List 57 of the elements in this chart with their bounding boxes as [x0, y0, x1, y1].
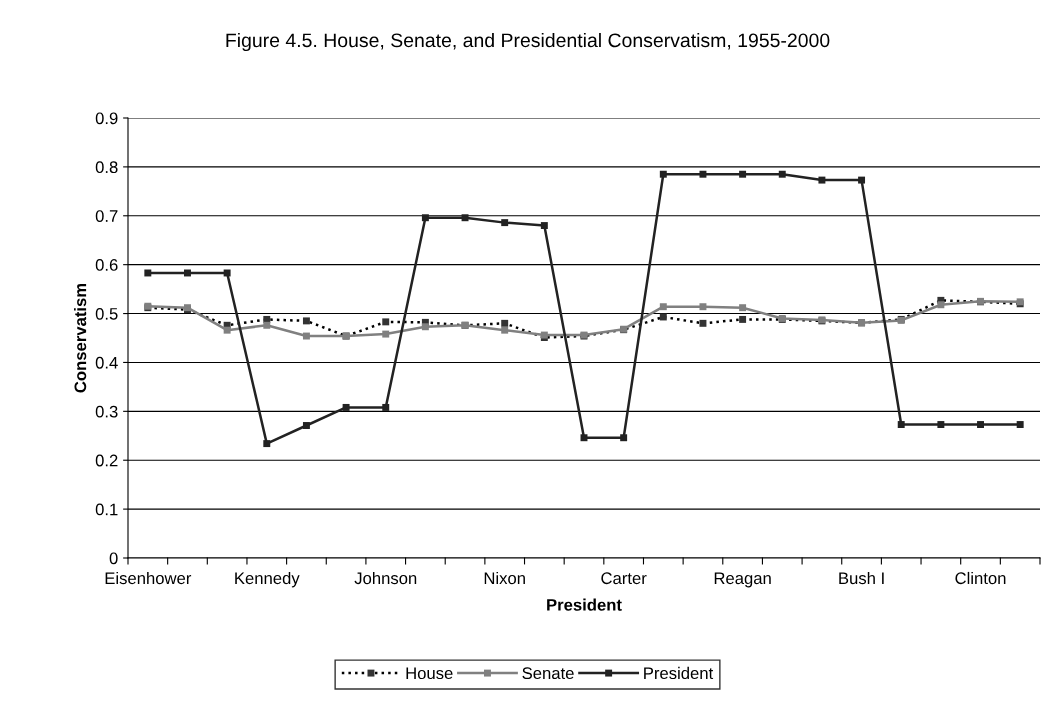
point: [501, 219, 509, 227]
legend-label: Senate: [522, 667, 574, 680]
point: [461, 214, 469, 222]
point: [302, 332, 310, 340]
point: [1016, 421, 1024, 429]
y-tick-label: 0.5: [95, 307, 118, 320]
x-tick-label: Kennedy: [235, 571, 300, 588]
y-tick-label: 0.2: [95, 454, 118, 467]
point: [937, 301, 945, 309]
legend-label: President: [644, 666, 714, 680]
chart-title: Figure 4.5. House, Senate, and Presidential Conservatism, 1955-2000: [226, 32, 830, 52]
point: [382, 330, 390, 338]
point: [620, 434, 628, 442]
y-tick-label: 0.1: [95, 503, 118, 516]
point: [699, 170, 707, 178]
point: [977, 421, 984, 429]
y-tick-label: 0.9: [95, 112, 118, 125]
point: [818, 176, 826, 184]
point: [223, 269, 231, 277]
y-tick-label: 0.8: [95, 161, 118, 174]
y-tick-label: 0.4: [95, 356, 118, 369]
point: [739, 170, 747, 178]
point: [421, 323, 429, 331]
y-tick-label: 0.7: [95, 210, 118, 222]
legend-label: House: [406, 667, 453, 680]
point: [778, 170, 786, 178]
point: [739, 304, 747, 312]
point: [263, 321, 271, 329]
point: [223, 326, 231, 334]
x-axis-title: President: [547, 598, 622, 611]
point: [659, 303, 667, 311]
point: [540, 222, 548, 230]
x-tick-label: Eisenhower: [105, 571, 192, 585]
x-tick-label: Carter: [601, 572, 647, 585]
point: [699, 303, 707, 311]
point: [144, 269, 152, 277]
point: [184, 269, 191, 277]
y-tick-label: 0: [109, 552, 118, 565]
x-tick-label: Bush I: [839, 571, 884, 585]
point: [263, 440, 271, 448]
point: [580, 434, 588, 442]
y-tick-label: 0.3: [95, 405, 118, 418]
point: [501, 326, 509, 334]
x-tick-label: Clinton: [955, 571, 1006, 585]
x-tick-label: Johnson: [354, 571, 417, 585]
x-tick-label: Nixon: [484, 571, 525, 585]
point: [342, 403, 350, 411]
point: [382, 403, 390, 411]
point: [302, 422, 310, 429]
point: [897, 421, 905, 429]
point: [858, 176, 866, 184]
point: [937, 421, 945, 429]
x-tick-label: Reagan: [714, 572, 771, 588]
point: [659, 170, 667, 178]
y-tick-label: 0.6: [95, 259, 118, 271]
y-axis-title: Conservatism: [74, 283, 87, 393]
point: [421, 214, 429, 222]
